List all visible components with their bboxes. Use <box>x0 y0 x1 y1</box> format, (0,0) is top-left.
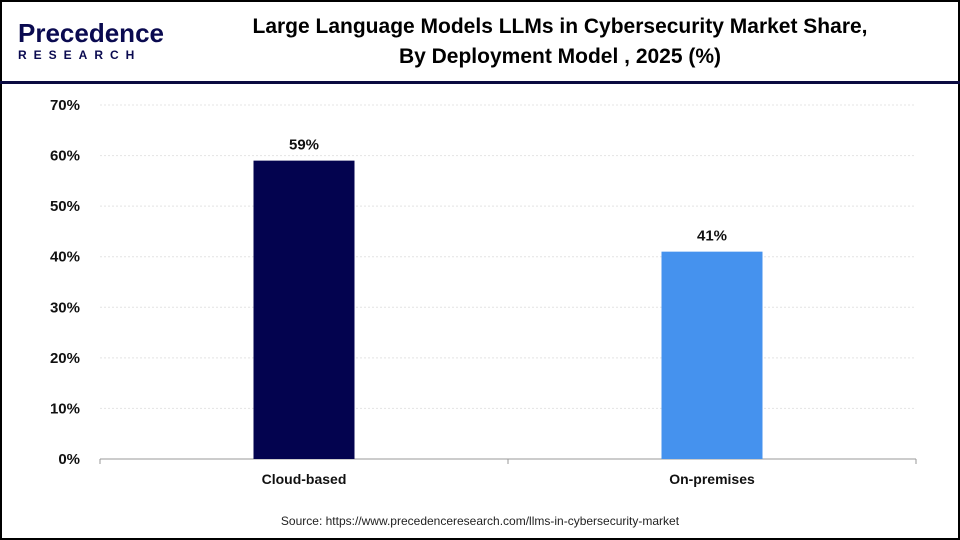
source-note: Source: https://www.precedenceresearch.c… <box>280 514 680 528</box>
header-divider <box>0 81 960 84</box>
chart-title: Large Language Models LLMs in Cybersecur… <box>180 12 940 72</box>
data-label: 59% <box>289 137 319 154</box>
logo-text-bottom: RESEARCH <box>18 48 142 62</box>
y-tick-label: 0% <box>58 451 80 468</box>
title-line-1: Large Language Models LLMs in Cybersecur… <box>252 15 868 38</box>
y-tick-label: 50% <box>50 198 80 215</box>
bar-on-premises <box>661 251 763 459</box>
logo-text-top: Precedence <box>18 18 164 48</box>
y-tick-label: 70% <box>50 97 80 114</box>
y-tick-label: 60% <box>50 148 80 165</box>
bar-cloud-based <box>253 160 355 459</box>
title-line-2: By Deployment Model , 2025 (%) <box>398 45 722 68</box>
x-tick-label: Cloud-based <box>262 471 347 487</box>
y-tick-label: 20% <box>50 350 80 367</box>
y-tick-label: 40% <box>50 249 80 266</box>
y-tick-label: 10% <box>50 400 80 417</box>
y-tick-label: 30% <box>50 299 80 316</box>
precedence-research-logo: Precedence RESEARCH <box>18 18 164 64</box>
data-label: 41% <box>697 228 727 245</box>
x-tick-label: On-premises <box>669 471 755 487</box>
